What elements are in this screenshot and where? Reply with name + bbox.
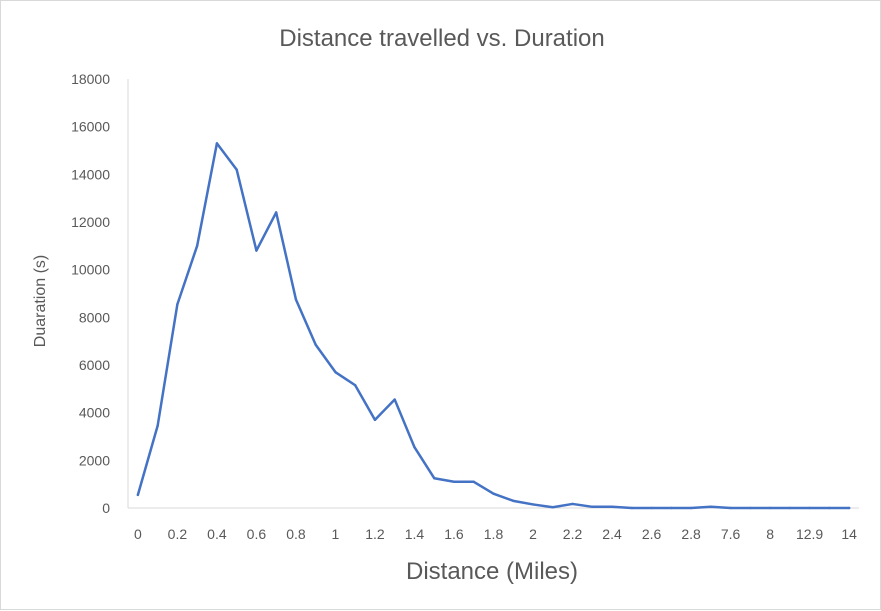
x-tick-label: 0 [134, 526, 142, 542]
data-point [393, 398, 396, 401]
data-point [136, 493, 140, 497]
y-tick-label: 14000 [71, 166, 110, 182]
data-point [472, 480, 475, 483]
x-axis-title: Distance (Miles) [406, 558, 578, 585]
data-point [689, 506, 693, 510]
y-tick-label: 0 [102, 500, 110, 516]
x-tick-label: 1.8 [484, 526, 504, 542]
data-point [255, 249, 258, 252]
y-tick-label: 12000 [71, 214, 110, 230]
y-tick-label: 10000 [71, 262, 110, 278]
data-point [670, 506, 673, 510]
x-tick-label: 2.6 [642, 526, 662, 542]
data-point [176, 303, 179, 306]
data-point [709, 505, 713, 509]
y-tick-label: 4000 [79, 405, 110, 421]
data-point [630, 506, 633, 510]
y-tick-labels: 0 2000 4000 6000 8000 10000 12000 14000 16000 180… [71, 71, 110, 516]
data-point [156, 424, 159, 427]
x-tick-label: 1 [332, 526, 340, 542]
x-tick-label: 8 [766, 526, 774, 542]
y-tick-label: 18000 [71, 71, 110, 87]
x-tick-labels: 0 0.2 0.4 0.6 0.8 1 1.2 1.4 1.6 1.8 2 2.2 2.4 2.6 2.8 7… [134, 526, 857, 542]
x-tick-label: 2 [529, 526, 537, 542]
data-point [274, 211, 278, 214]
data-point [847, 506, 851, 510]
data-point [788, 506, 792, 510]
data-point [215, 142, 219, 145]
data-point [452, 480, 456, 483]
data-point [294, 298, 298, 301]
x-tick-label: 2.4 [602, 526, 622, 542]
x-tick-label: 0.8 [286, 526, 306, 542]
x-tick-label: 7.6 [721, 526, 741, 542]
data-point [314, 343, 317, 346]
series-group [136, 142, 851, 510]
data-point [433, 477, 436, 480]
x-tick-label: 12.9 [796, 526, 823, 542]
x-tick-label: 2.2 [563, 526, 583, 542]
x-tick-label: 0.6 [247, 526, 267, 542]
series-line [136, 142, 851, 510]
x-tick-label: 2.8 [681, 526, 701, 542]
data-point [531, 503, 535, 506]
y-tick-label: 6000 [79, 357, 110, 373]
data-point [492, 492, 495, 495]
x-tick-label: 1.2 [365, 526, 385, 542]
data-point [828, 506, 831, 510]
chart-title: Distance travelled vs. Duration [279, 25, 604, 52]
y-tick-label: 8000 [79, 309, 110, 325]
data-point [650, 506, 653, 510]
x-tick-label: 0.4 [207, 526, 227, 542]
data-point [354, 384, 357, 387]
x-tick-label: 0.2 [168, 526, 188, 542]
data-point [749, 506, 752, 510]
data-point [334, 370, 337, 374]
data-point [571, 502, 574, 506]
data-point [512, 499, 515, 503]
data-point [729, 506, 732, 510]
data-point [235, 168, 238, 171]
x-tick-label: 14 [841, 526, 857, 542]
data-point [768, 506, 772, 510]
data-point [808, 506, 811, 510]
y-axis-title: Duaration (s) [32, 255, 49, 347]
data-point [195, 244, 199, 248]
y-tick-label: 16000 [71, 119, 110, 135]
data-point [413, 446, 416, 449]
data-point [551, 506, 554, 509]
data-point [373, 418, 377, 422]
data-point [591, 505, 594, 509]
x-tick-label: 1.4 [405, 526, 425, 542]
data-point [610, 505, 614, 509]
y-tick-label: 2000 [79, 452, 110, 468]
x-tick-label: 1.6 [444, 526, 464, 542]
